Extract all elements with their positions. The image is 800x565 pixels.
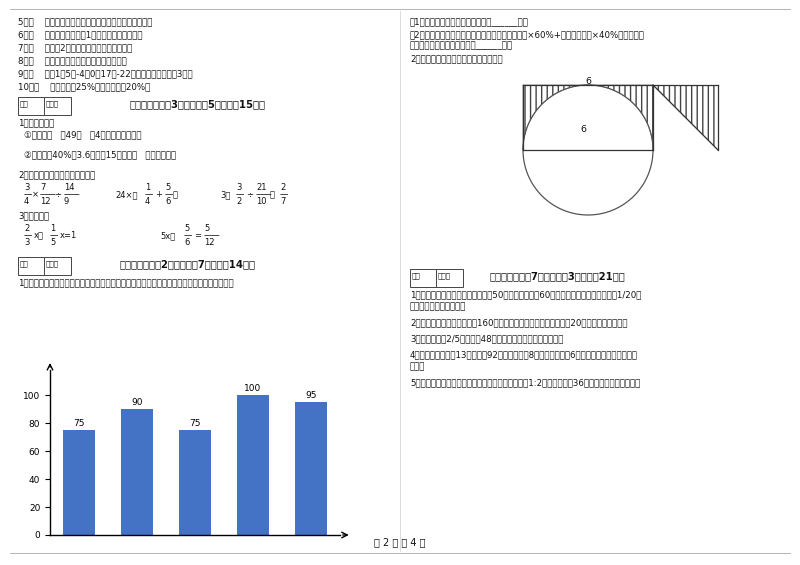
Text: 1: 1 <box>50 224 55 233</box>
Text: 2: 2 <box>280 183 286 192</box>
Text: ——: —— <box>204 231 221 240</box>
Text: 95: 95 <box>305 391 317 400</box>
Text: 评卷人: 评卷人 <box>46 260 59 267</box>
Text: 四、计算题（共3小题，每题5分，共计15分）: 四、计算题（共3小题，每题5分，共计15分） <box>130 99 266 109</box>
Text: 得分: 得分 <box>20 260 29 267</box>
Bar <box>121 409 153 535</box>
Text: 评卷人: 评卷人 <box>438 272 451 279</box>
Text: 5．张师傅加工一批零件，已加工和未加工个数的比1:2，如果再加工36个，这时已加工与未加工: 5．张师傅加工一批零件，已加工和未加工个数的比1:2，如果再加工36个，这时已加… <box>410 378 640 387</box>
Text: x=1: x=1 <box>60 231 78 240</box>
Text: 得分: 得分 <box>20 100 29 107</box>
Text: —: — <box>24 190 32 199</box>
Text: 3－: 3－ <box>220 190 230 199</box>
Text: ——: —— <box>64 190 81 199</box>
Text: 4: 4 <box>145 197 150 206</box>
Text: —: — <box>50 231 58 240</box>
Text: —: — <box>145 190 154 199</box>
Text: 5: 5 <box>204 224 210 233</box>
Text: 2．一本书，看了几天后还剩160页没看，剩下的页数比这本书的少20页，这本书多少页？: 2．一本书，看了几天后还剩160页没看，剩下的页数比这本书的少20页，这本书多少… <box>410 318 627 327</box>
Bar <box>63 430 95 535</box>
Text: 级第一学期的数学学期成绩是______分。: 级第一学期的数学学期成绩是______分。 <box>410 41 513 50</box>
Text: —: — <box>236 190 244 199</box>
Text: 7: 7 <box>280 197 286 206</box>
Text: 10: 10 <box>256 197 266 206</box>
Text: （2）数学学期成绩是这样算的：平时成绩的平均分×60%+期末测验成绩×40%，王平六年: （2）数学学期成绩是这样算的：平时成绩的平均分×60%+期末测验成绩×40%，王… <box>410 30 645 39</box>
Text: 75: 75 <box>190 419 201 428</box>
Text: 得分: 得分 <box>412 272 421 279</box>
Text: 少只？: 少只？ <box>410 362 426 371</box>
Text: 90: 90 <box>131 398 143 407</box>
Text: ②一个数的40%与3.6的和与15的比值是   ，求这个数。: ②一个数的40%与3.6的和与15的比值是 ，求这个数。 <box>24 150 176 159</box>
Text: =: = <box>194 231 201 240</box>
Text: 1．修路队修一段公路，第一天修了50米，第二天修了60米，两天正好修了这段公路的1/20，: 1．修路队修一段公路，第一天修了50米，第二天修了60米，两天正好修了这段公路的… <box>410 290 642 299</box>
Text: —: — <box>184 231 192 240</box>
Text: 5: 5 <box>50 238 55 247</box>
Text: 评卷人: 评卷人 <box>46 100 59 107</box>
Text: 5x－: 5x－ <box>160 231 175 240</box>
Text: 2: 2 <box>236 197 242 206</box>
Text: 1．列式计算。: 1．列式计算。 <box>18 118 54 127</box>
Text: ——: —— <box>256 190 273 199</box>
Text: 第 2 页 共 4 页: 第 2 页 共 4 页 <box>374 537 426 547</box>
Text: 2．下面各题怎样简便就怎样算。: 2．下面各题怎样简便就怎样算。 <box>18 170 95 179</box>
Text: 10．（    ）甲比乙多25%，则乙比甲少20%。: 10．（ ）甲比乙多25%，则乙比甲少20%。 <box>18 82 150 91</box>
Text: －: － <box>270 190 275 199</box>
Text: 6: 6 <box>165 197 170 206</box>
Text: —: — <box>24 231 32 240</box>
Text: 7: 7 <box>40 183 46 192</box>
Text: ——: —— <box>40 190 57 199</box>
Text: x－: x－ <box>34 231 44 240</box>
Text: 5: 5 <box>184 224 190 233</box>
Text: 9．（    ）在1、5、-4、0、17、-22这五个数中，负数有3个。: 9．（ ）在1、5、-4、0、17、-22这五个数中，负数有3个。 <box>18 69 193 78</box>
Text: ①一个数的   比49的   少4，这个数是多少？: ①一个数的 比49的 少4，这个数是多少？ <box>24 130 142 139</box>
Text: 5．（    ）大于零的数除以真分数，前一定比这个数大。: 5．（ ）大于零的数除以真分数，前一定比这个数大。 <box>18 17 152 26</box>
Bar <box>295 402 327 535</box>
Text: 5: 5 <box>165 183 170 192</box>
Text: 6: 6 <box>585 77 591 86</box>
Text: 9: 9 <box>64 197 70 206</box>
Text: 2: 2 <box>24 224 30 233</box>
Text: 100: 100 <box>244 384 262 393</box>
Text: 12: 12 <box>204 238 214 247</box>
Text: 2．求阴影部分的面积（单位：厘米）。: 2．求阴影部分的面积（单位：厘米）。 <box>410 54 502 63</box>
Text: 3: 3 <box>236 183 242 192</box>
Text: 3: 3 <box>24 238 30 247</box>
Text: ÷: ÷ <box>246 190 253 199</box>
Text: 24×（: 24×（ <box>115 190 138 199</box>
Text: ）: ） <box>173 190 178 199</box>
Text: 75: 75 <box>74 419 85 428</box>
Text: 14: 14 <box>64 183 74 192</box>
Text: 6．（    ）任何一个质数加1，必定得到一个合数。: 6．（ ）任何一个质数加1，必定得到一个合数。 <box>18 30 142 39</box>
Text: 6: 6 <box>580 125 586 134</box>
Text: （1）王平四次平时成绩的平均分是______分。: （1）王平四次平时成绩的平均分是______分。 <box>410 17 529 26</box>
Text: +: + <box>155 190 162 199</box>
Text: ÷: ÷ <box>54 190 61 199</box>
Text: 4．蜘蛛和蚂蚱共有13只，腿共92条（一只蜘蛛8条腿，一只蚂蚱6条腿），蜘蛛和蚂蚱各有多: 4．蜘蛛和蚂蚱共有13只，腿共92条（一只蜘蛛8条腿，一只蚂蚱6条腿），蜘蛛和蚂… <box>410 350 638 359</box>
Text: —: — <box>165 190 174 199</box>
Text: 3．一桶油用去2/5，还剩下48千克，这桶油原来重多少千克？: 3．一桶油用去2/5，还剩下48千克，这桶油原来重多少千克？ <box>410 334 563 343</box>
Text: 3: 3 <box>24 183 30 192</box>
Text: 六、应用题（共7小题，每题3分，共计21分）: 六、应用题（共7小题，每题3分，共计21分） <box>490 271 626 281</box>
Bar <box>237 395 269 535</box>
Text: 6: 6 <box>184 238 190 247</box>
FancyBboxPatch shape <box>410 268 462 286</box>
Text: 8．（    ）任意两个奇数的和，一定是偶数。: 8．（ ）任意两个奇数的和，一定是偶数。 <box>18 56 126 65</box>
Text: —: — <box>280 190 288 199</box>
Bar <box>179 430 211 535</box>
Text: 1．如图是王平六年级第一学期四次数学平时成绩和数学期末测试成绩统计图，请根据图填空：: 1．如图是王平六年级第一学期四次数学平时成绩和数学期末测试成绩统计图，请根据图填… <box>18 278 234 287</box>
Text: 12: 12 <box>40 197 50 206</box>
Text: 1: 1 <box>145 183 150 192</box>
Text: 7．（    ）半径2厘米的圆，周长和面积相等。: 7．（ ）半径2厘米的圆，周长和面积相等。 <box>18 43 132 52</box>
Text: 3．解方程。: 3．解方程。 <box>18 211 49 220</box>
Text: ×: × <box>32 190 39 199</box>
Text: 这段公路全长是多少米？: 这段公路全长是多少米？ <box>410 302 466 311</box>
FancyBboxPatch shape <box>18 257 70 275</box>
Text: 4: 4 <box>24 197 30 206</box>
FancyBboxPatch shape <box>18 97 70 115</box>
Text: 21: 21 <box>256 183 266 192</box>
Text: 五、综合题（共2小题，每题7分，共计14分）: 五、综合题（共2小题，每题7分，共计14分） <box>120 259 256 269</box>
